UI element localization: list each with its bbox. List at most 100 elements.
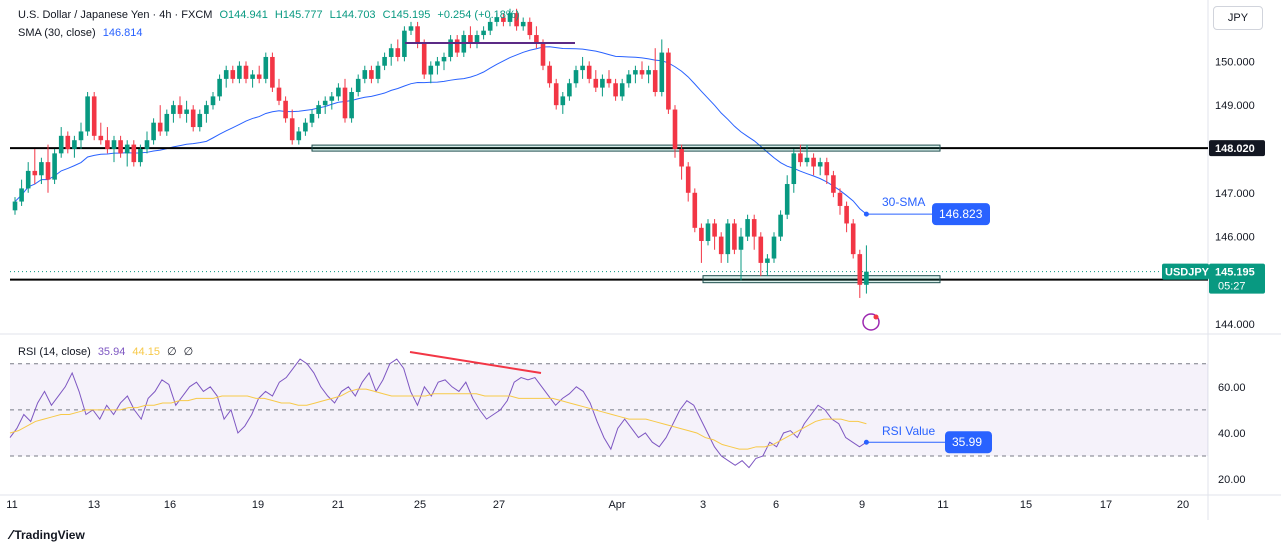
change-value: +0.254 (+0.18%) xyxy=(437,9,520,21)
candle-body xyxy=(553,83,559,106)
economic-event-icon xyxy=(862,313,880,331)
candle-body xyxy=(124,144,130,154)
time-axis-tick-label: 3 xyxy=(700,499,706,511)
rsi-axis-tick-label: 20.00 xyxy=(1218,474,1246,486)
candle-body xyxy=(217,78,222,97)
candle-body xyxy=(316,105,321,114)
time-axis-tick-label: 15 xyxy=(1020,499,1032,511)
candle-body xyxy=(395,48,401,57)
candle-body xyxy=(751,219,757,237)
candle-body xyxy=(329,96,335,101)
candle-body xyxy=(138,148,143,163)
candle-body xyxy=(309,113,315,123)
candle-body xyxy=(718,236,724,255)
price-axis-tick-label: 144.000 xyxy=(1215,319,1255,331)
last-price-badge xyxy=(1209,263,1265,294)
candle-body xyxy=(527,21,533,36)
candle-body xyxy=(276,87,282,101)
candle-body xyxy=(85,96,90,132)
currency-button[interactable]: JPY xyxy=(1213,6,1263,30)
candle-body xyxy=(177,105,183,114)
candle-body xyxy=(243,65,249,79)
candle-body xyxy=(850,223,856,255)
candle-body xyxy=(765,258,770,263)
rsi-legend-label: RSI (14, close) xyxy=(18,346,91,358)
time-axis-tick-label: 11 xyxy=(937,499,948,511)
candle-body xyxy=(362,70,368,79)
candle-body xyxy=(798,153,803,163)
time-axis-tick-label: 21 xyxy=(332,499,344,511)
symbol-title: U.S. Dollar / Japanese Yen · 4h · FXCM xyxy=(18,9,213,21)
high-value: H145.777 xyxy=(274,9,323,21)
candle-body xyxy=(164,113,170,132)
candle-body xyxy=(118,140,123,154)
candle-body xyxy=(540,43,546,66)
candle-body xyxy=(692,192,698,228)
bar-countdown-label: 05:27 xyxy=(1218,281,1246,293)
rsi-ma-line xyxy=(9,388,867,450)
candle-body xyxy=(679,148,684,167)
candle-body xyxy=(685,166,691,193)
candle-body xyxy=(382,56,387,66)
rsi-annotation-label: RSI Value xyxy=(882,424,935,438)
economic-event-dot-icon xyxy=(873,314,879,320)
candle-body xyxy=(270,56,275,88)
sma-legend[interactable]: SMA (30, close) 146.814 xyxy=(18,27,146,39)
candle-body xyxy=(421,43,427,75)
time-axis-tick-label: 13 xyxy=(88,499,100,511)
rsi-annotation-value: 35.99 xyxy=(952,435,982,449)
candle-body xyxy=(256,74,262,79)
candle-body xyxy=(804,157,810,163)
time-axis-tick-label: 17 xyxy=(1100,499,1112,511)
candle-body xyxy=(144,140,150,149)
candle-body xyxy=(837,192,843,206)
open-value: O144.941 xyxy=(219,9,268,21)
candle-body xyxy=(263,56,269,79)
candle-body xyxy=(52,153,57,180)
candle-body xyxy=(369,70,374,79)
candle-body xyxy=(633,70,638,75)
candle-body xyxy=(758,236,764,263)
time-axis-tick-label: 27 xyxy=(493,499,505,511)
candle-body xyxy=(811,157,816,167)
candle-body xyxy=(666,52,671,110)
symbol-badge-label: USDJPY xyxy=(1165,267,1210,279)
candle-body xyxy=(639,70,645,75)
rsi-axis-tick-label: 40.00 xyxy=(1218,428,1246,440)
candle-body xyxy=(567,83,572,97)
support-zone xyxy=(702,275,941,284)
candle-body xyxy=(593,78,599,88)
candle-body xyxy=(388,48,394,57)
rsi-legend[interactable]: RSI (14, close) 35.94 44.15 ∅ ∅ xyxy=(18,345,197,358)
sma-30-line xyxy=(14,46,867,215)
candle-body xyxy=(210,96,216,106)
candle-body xyxy=(296,131,302,141)
rsi-legend-extra-1: ∅ xyxy=(167,346,177,358)
sma-legend-label: SMA (30, close) xyxy=(18,27,96,39)
low-value: L144.703 xyxy=(329,9,376,21)
rsi-axis-tick-label: 60.00 xyxy=(1218,382,1246,394)
candle-body xyxy=(857,254,863,285)
candle-body xyxy=(468,35,473,44)
candle-body xyxy=(65,135,71,149)
time-axis-tick-label: 25 xyxy=(414,499,426,511)
sma-annotation-value: 146.823 xyxy=(939,207,983,221)
candle-body xyxy=(725,223,731,255)
rsi-divergence-line xyxy=(409,351,542,374)
candle-body xyxy=(771,236,777,259)
candle-body xyxy=(646,70,651,75)
candle-body xyxy=(474,35,480,44)
candle-body xyxy=(626,74,632,84)
tradingview-logo[interactable]: ⁄⁄ TradingView xyxy=(10,527,85,542)
candle-body xyxy=(39,162,44,176)
candle-body xyxy=(349,92,354,119)
candle-body xyxy=(355,78,361,93)
time-axis-tick-label: 20 xyxy=(1177,499,1189,511)
candle-body xyxy=(547,65,552,84)
candle-body xyxy=(289,118,295,141)
candle-body xyxy=(817,162,823,167)
candle-body xyxy=(105,140,110,149)
price-axis-tick-label: 150.000 xyxy=(1215,56,1255,68)
candle-body xyxy=(613,83,618,97)
